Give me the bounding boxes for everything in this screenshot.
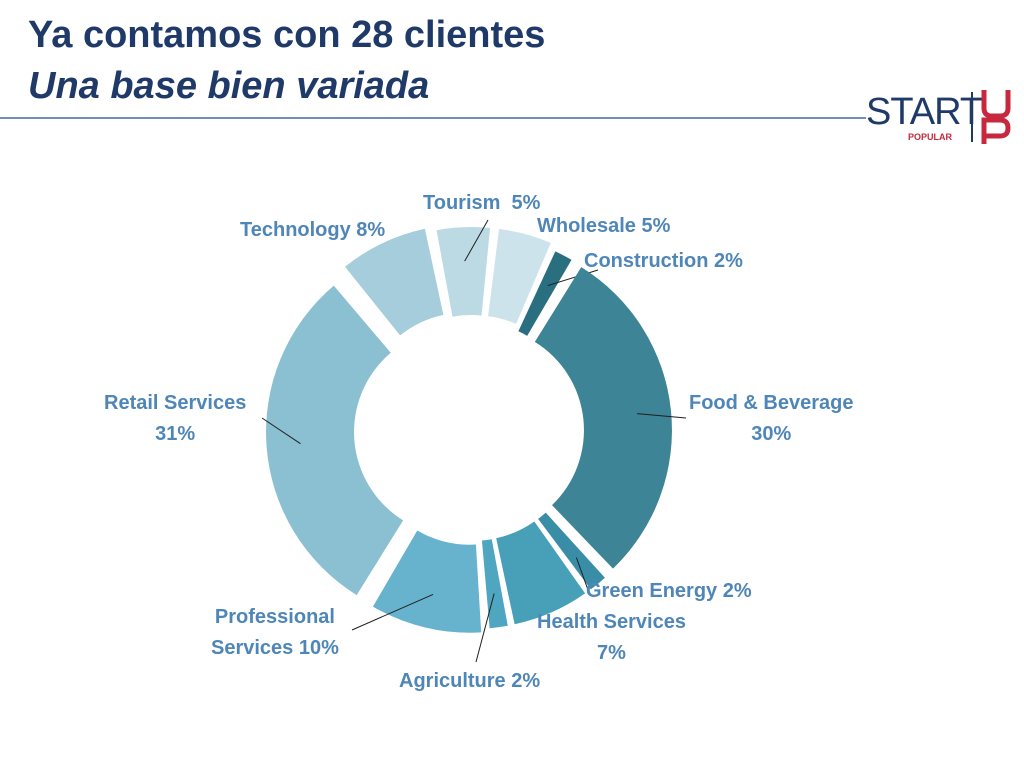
- slice-tourism: [436, 227, 491, 317]
- slice-agriculture: [481, 539, 508, 629]
- leader-line: [351, 593, 434, 631]
- data-label: Agriculture 2%: [399, 670, 541, 692]
- logo-wordmark: START: [866, 91, 983, 133]
- data-label: Health Services 7%: [537, 611, 686, 664]
- slice-wholesale: [488, 228, 551, 324]
- data-label: Wholesale 5%: [537, 215, 671, 237]
- page-subtitle: Una base bien variada: [28, 65, 430, 107]
- slice-professional-services: [372, 530, 482, 633]
- data-label: Tourism 5%: [423, 192, 541, 214]
- title-block: Ya contamos con 28 clientes Una base bie…: [28, 10, 545, 112]
- logo-divider: [971, 92, 973, 142]
- data-label: Food & Beverage 30%: [689, 392, 854, 445]
- leader-line: [261, 417, 301, 445]
- logo-sub: POPULAR: [908, 132, 953, 142]
- data-label: Retail Services 31%: [104, 392, 247, 445]
- leader-line: [575, 557, 589, 591]
- startup-logo: START POPULAR: [864, 86, 1016, 148]
- data-label: Construction 2%: [584, 250, 743, 272]
- data-label: Professional Services 10%: [211, 606, 339, 659]
- leader-line: [464, 219, 489, 262]
- slice-health-services: [496, 521, 586, 625]
- logo-up-mark: [981, 90, 1011, 144]
- slice-green-energy: [538, 512, 605, 590]
- slice-construction: [518, 251, 572, 336]
- page-title: Ya contamos con 28 clientes: [28, 14, 546, 56]
- leader-line: [475, 593, 495, 663]
- slice-food-beverage: [534, 267, 672, 569]
- data-label: Technology 8%: [240, 219, 386, 241]
- slice-retail-services: [266, 285, 404, 596]
- slice-technology: [345, 228, 444, 336]
- data-label: Green Energy 2%: [586, 580, 752, 602]
- header-divider: [0, 117, 866, 119]
- leader-line: [637, 413, 687, 419]
